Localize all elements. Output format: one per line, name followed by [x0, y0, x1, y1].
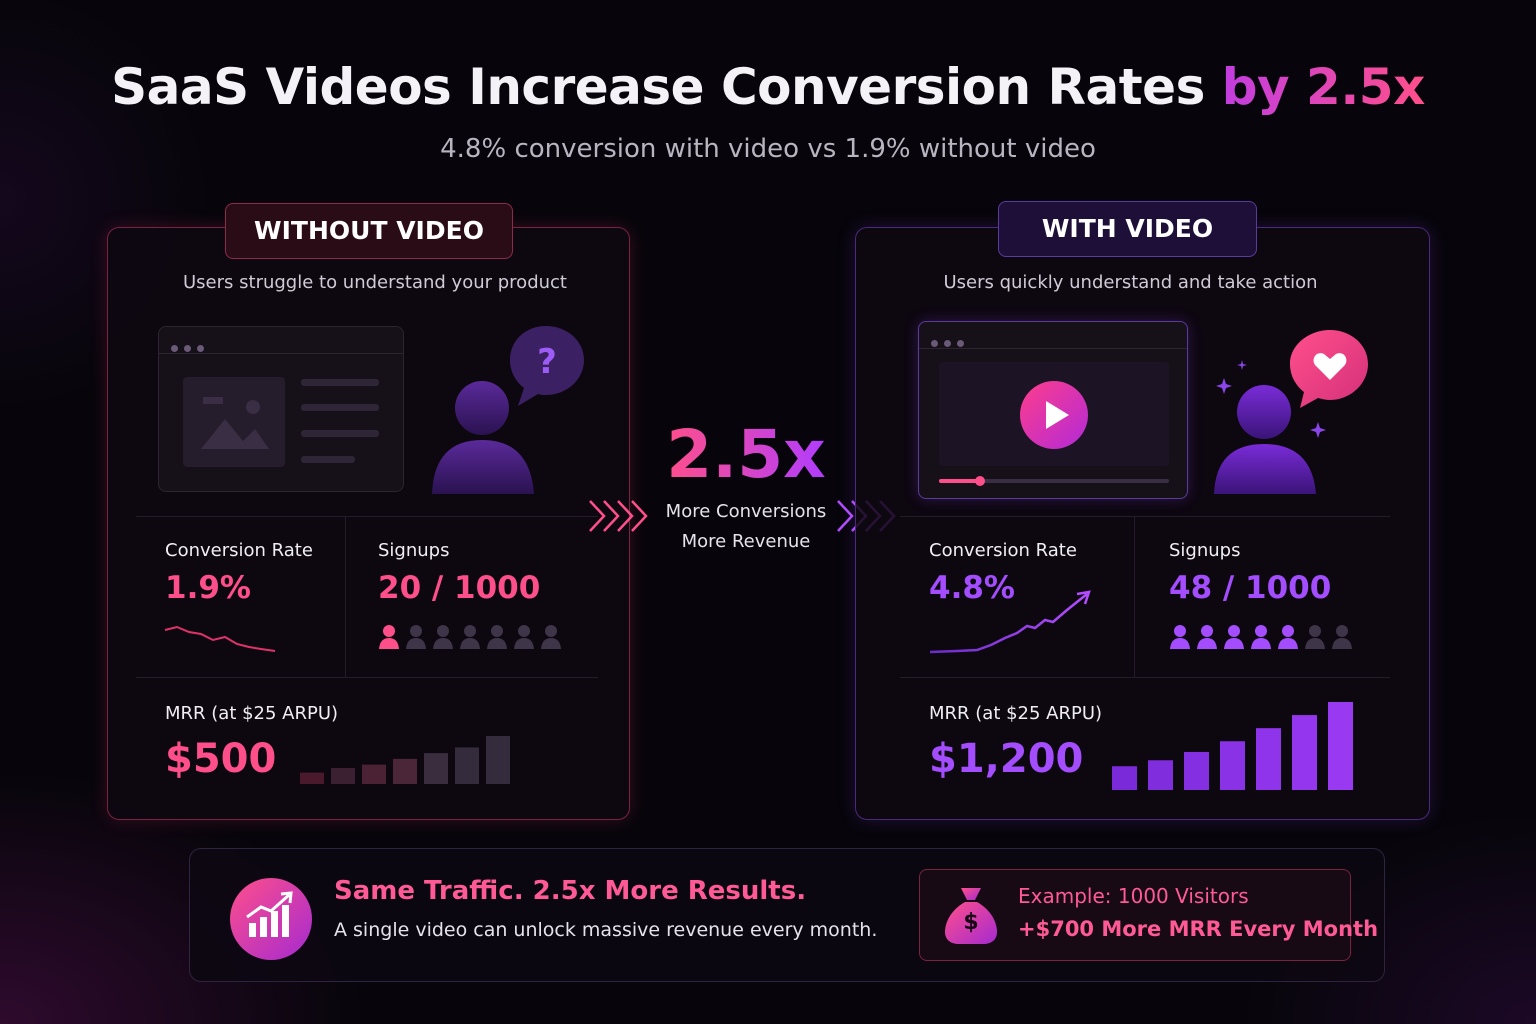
growth-chart-icon — [230, 878, 312, 960]
conversion-rate-value: 1.9% — [165, 570, 251, 606]
mrr-label: MRR (at $25 ARPU) — [929, 703, 1103, 724]
mrr-bar — [331, 768, 355, 784]
image-placeholder-icon — [183, 377, 285, 467]
mrr-bar — [393, 758, 417, 784]
mrr-bar — [486, 736, 510, 784]
happy-user-icon — [1214, 330, 1368, 494]
mrr-bar — [424, 753, 448, 784]
conversion-rate-label: Conversion Rate — [165, 540, 313, 561]
user-icon — [541, 625, 561, 649]
window-dots — [931, 332, 970, 351]
mrr-bar — [1112, 766, 1137, 790]
user-icon — [379, 625, 399, 649]
window-dots — [171, 337, 210, 356]
video-player-mockup — [918, 321, 1188, 499]
user-icon — [1278, 625, 1298, 649]
mrr-bar — [1328, 702, 1353, 790]
mrr-bar — [362, 764, 386, 784]
mrr-bar — [1256, 728, 1281, 790]
mrr-bar-chart — [300, 736, 510, 784]
dollar-sign-icon: $ — [963, 910, 979, 935]
with-video-caption: Users quickly understand and take action — [943, 272, 1318, 293]
with-video-badge: WITH VIDEO — [998, 201, 1257, 257]
signup-users-row — [378, 624, 567, 652]
static-page-mockup — [158, 326, 404, 492]
more-revenue-text: More Revenue — [681, 531, 811, 552]
conversion-rate-value: 4.8% — [929, 570, 1015, 606]
mrr-value: $500 — [165, 736, 277, 782]
user-icon — [1197, 625, 1217, 649]
mrr-bar-chart — [1112, 702, 1353, 790]
video-progress-fill — [939, 479, 981, 483]
signup-users-row — [1169, 624, 1358, 652]
without-video-caption: Users struggle to understand your produc… — [183, 272, 567, 293]
page-title: SaaS Videos Increase Conversion Rates by… — [0, 58, 1536, 116]
question-mark-icon: ? — [537, 342, 557, 382]
user-icon — [1251, 625, 1271, 649]
declining-trend-line — [164, 625, 276, 652]
user-icon — [514, 625, 534, 649]
title-main: SaaS Videos Increase Conversion Rates — [111, 58, 1222, 116]
title-highlight: by 2.5x — [1221, 58, 1426, 116]
without-video-panel — [107, 227, 630, 820]
signups-value: 20 / 1000 — [378, 570, 541, 606]
user-icon — [433, 625, 453, 649]
confused-user-icon — [432, 326, 584, 494]
without-video-badge: WITHOUT VIDEO — [225, 203, 513, 259]
signups-value: 48 / 1000 — [1169, 570, 1332, 606]
user-icon — [406, 625, 426, 649]
user-icon — [460, 625, 480, 649]
mrr-label: MRR (at $25 ARPU) — [165, 703, 339, 724]
video-progress-handle[interactable] — [975, 476, 986, 486]
conversion-rate-label: Conversion Rate — [929, 540, 1077, 561]
mrr-bar — [1292, 715, 1317, 790]
rising-trend-line — [929, 590, 1091, 654]
banner-title: Same Traffic. 2.5x More Results. — [334, 876, 807, 906]
mrr-bar — [455, 747, 479, 784]
multiplier: 2.5x — [666, 416, 826, 493]
example-mrr-gain: +$700 More MRR Every Month — [1018, 917, 1379, 941]
mrr-bar — [1184, 751, 1209, 790]
user-icon — [1305, 625, 1325, 649]
chevrons-right-icon — [589, 500, 648, 532]
user-icon — [487, 625, 507, 649]
signups-label: Signups — [1169, 540, 1241, 561]
user-icon — [1170, 625, 1190, 649]
money-bag-icon — [945, 888, 997, 944]
example-visitors: Example: 1000 Visitors — [1018, 884, 1249, 908]
mrr-value: $1,200 — [929, 736, 1084, 782]
mrr-bar — [1148, 760, 1173, 790]
signups-label: Signups — [378, 540, 450, 561]
user-icon — [1224, 625, 1244, 649]
user-icon — [1332, 625, 1352, 649]
play-button-icon[interactable] — [1019, 380, 1089, 450]
mrr-bar — [1220, 741, 1245, 790]
video-progress-track[interactable] — [939, 476, 1169, 486]
mrr-bar — [300, 772, 324, 784]
page-subtitle: 4.8% conversion with video vs 1.9% witho… — [440, 134, 1096, 164]
more-conversions-text: More Conversions — [665, 501, 827, 522]
banner-subtitle: A single video can unlock massive revenu… — [334, 919, 878, 941]
